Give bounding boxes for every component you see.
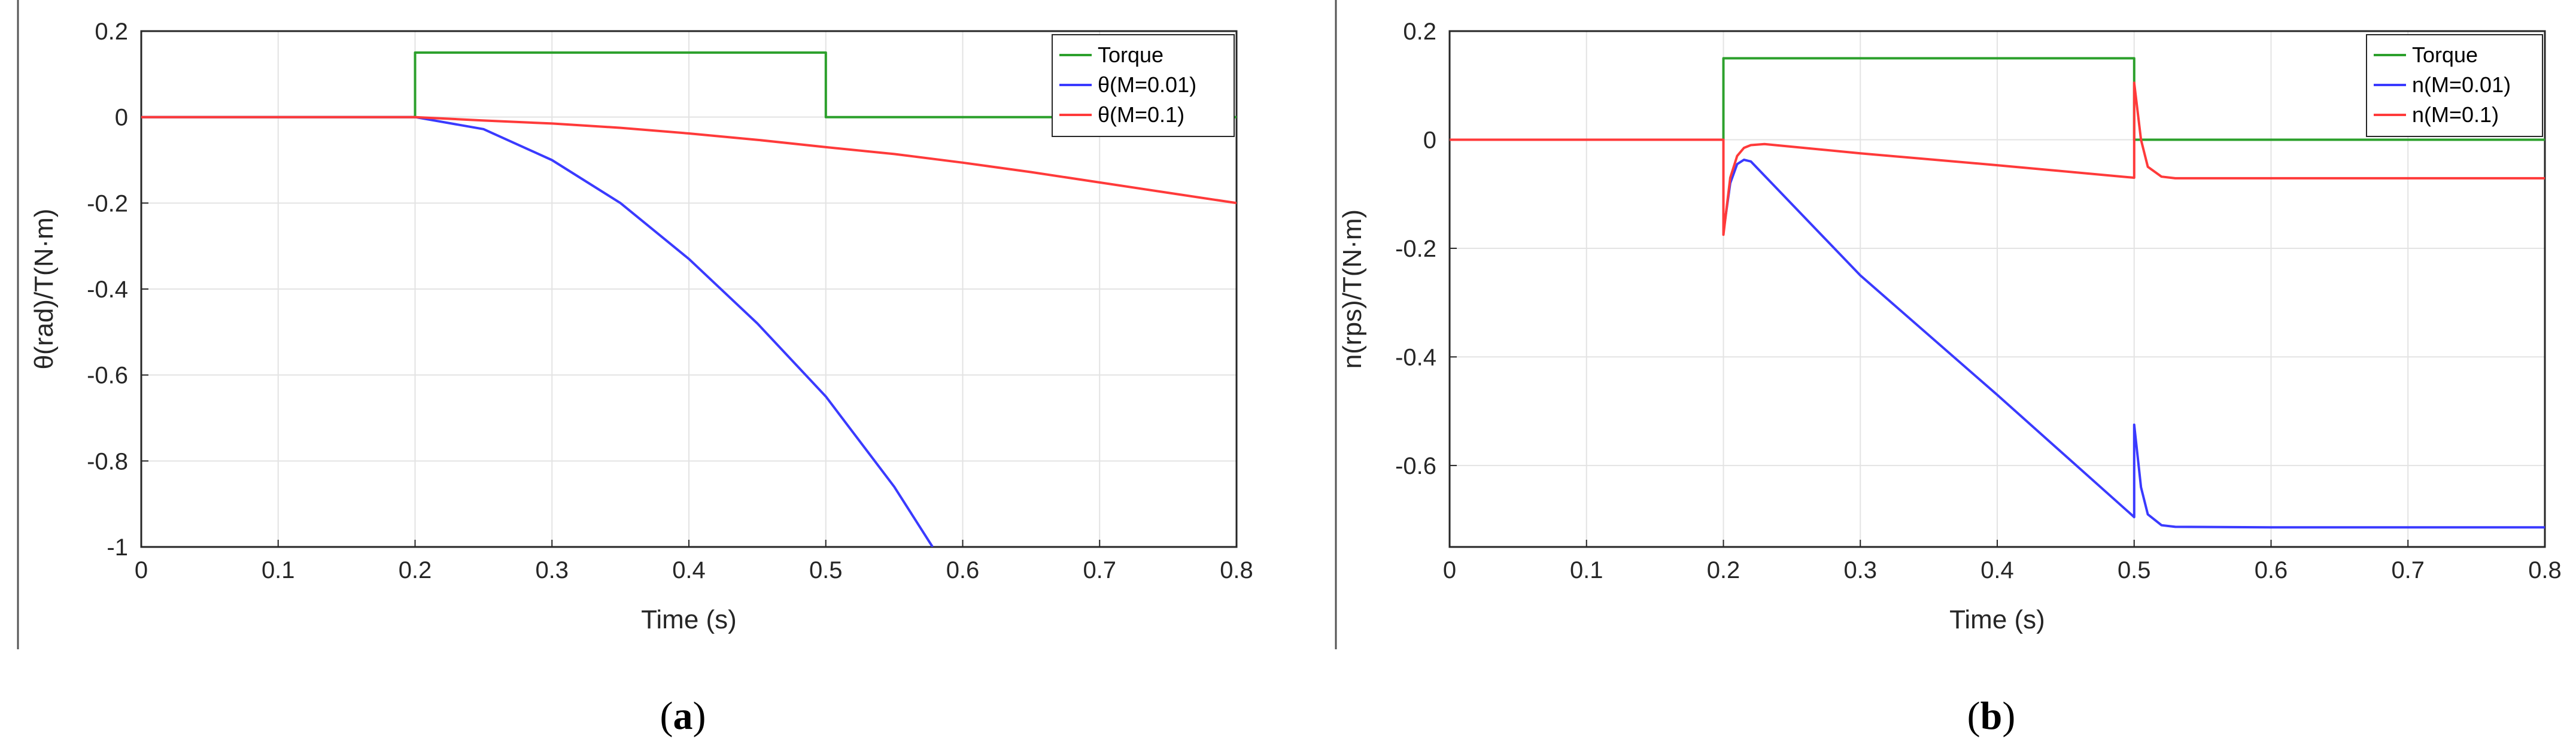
x-tick-label: 0.2 xyxy=(399,557,432,583)
legend-entry: Torque xyxy=(2412,42,2478,67)
x-tick-label: 0 xyxy=(1443,557,1456,583)
y-tick-label: -0.2 xyxy=(87,190,128,217)
x-tick-label: 0.7 xyxy=(2391,557,2425,583)
legend-a: Torque θ(M=0.01) θ(M=0.1) xyxy=(1052,34,1235,137)
series-group-a xyxy=(141,51,1237,547)
x-tick-label: 0.5 xyxy=(2118,557,2151,583)
y-tick-label: -0.2 xyxy=(1395,236,1436,262)
y-tick-label: 0.2 xyxy=(1403,19,1436,45)
x-tick-label: 0.3 xyxy=(535,557,569,583)
series-line-2 xyxy=(141,115,934,547)
legend-entry: Torque xyxy=(1098,42,1164,67)
y-tick-label: -1 xyxy=(107,534,128,561)
panel-label-a: (a) xyxy=(660,694,706,738)
legend-b: Torque n(M=0.01) n(M=0.1) xyxy=(2366,34,2543,137)
x-tick-label: 0.1 xyxy=(262,557,295,583)
y-tick-labels-b: 0.2 0 -0.2 -0.4 -0.6 xyxy=(1395,19,1436,479)
x-tick-label: 0.8 xyxy=(2528,557,2562,583)
legend-entry: n(M=0.1) xyxy=(2412,102,2499,127)
x-tick-label: 0 xyxy=(135,557,148,583)
x-axis-label-b: Time (s) xyxy=(1949,605,2045,634)
x-tick-labels-a: 0 0.1 0.2 0.3 0.4 0.5 0.6 0.7 0.8 xyxy=(135,557,1253,583)
y-tick-label: -0.6 xyxy=(1395,453,1436,479)
y-tick-label: -0.4 xyxy=(1395,344,1436,370)
series-line-3 xyxy=(141,115,1237,205)
panel-letter-b: b xyxy=(1980,694,2003,738)
plot-area-b xyxy=(1448,30,2546,548)
y-tick-label: -0.4 xyxy=(87,276,128,303)
x-tick-label: 0.5 xyxy=(809,557,843,583)
series-group-b xyxy=(1450,57,2545,529)
x-tick-label: 0.4 xyxy=(1980,557,2014,583)
x-tick-labels-b: 0 0.1 0.2 0.3 0.4 0.5 0.6 0.7 0.8 xyxy=(1443,557,2562,583)
y-tick-label: -0.8 xyxy=(87,448,128,475)
x-tick-label: 0.7 xyxy=(1083,557,1116,583)
y-tick-labels-a: 0.2 0 -0.2 -0.4 -0.6 -0.8 -1 xyxy=(87,19,128,561)
y-tick-label: -0.6 xyxy=(87,363,128,389)
chart-panel-b: 0 0.1 0.2 0.3 0.4 0.5 0.6 0.7 0.8 0.2 0 -0.2 -0.4 -0… xyxy=(1338,19,2562,738)
legend-entry: θ(M=0.01) xyxy=(1098,72,1196,97)
panel-letter-a: a xyxy=(673,694,693,738)
x-tick-label: 0.6 xyxy=(2255,557,2288,583)
x-tick-label: 0.8 xyxy=(1220,557,1253,583)
legend-entry: n(M=0.01) xyxy=(2412,72,2511,97)
y-axis-label-b: n(rps)/T(N·m) xyxy=(1338,209,1367,369)
y-tick-label: 0 xyxy=(115,105,128,131)
x-tick-label: 0.6 xyxy=(946,557,980,583)
chart-panel-a: 0 0.1 0.2 0.3 0.4 0.5 0.6 0.7 0.8 0.2 0 -0.2 -0.4 -0… xyxy=(29,19,1253,738)
y-axis-label-a: θ(rad)/T(N·m) xyxy=(29,209,59,370)
legend-entry: θ(M=0.1) xyxy=(1098,102,1184,127)
plot-area-a xyxy=(140,30,1238,548)
series-line-3 xyxy=(1450,81,2545,236)
x-tick-label: 0.2 xyxy=(1707,557,1740,583)
x-axis-label-a: Time (s) xyxy=(641,605,737,634)
x-tick-label: 0.3 xyxy=(1843,557,1877,583)
x-tick-label: 0.4 xyxy=(672,557,706,583)
y-tick-label: 0.2 xyxy=(95,19,128,45)
y-tick-label: 0 xyxy=(1423,127,1436,153)
panel-label-b: (b) xyxy=(1967,694,2016,738)
x-tick-label: 0.1 xyxy=(1570,557,1603,583)
